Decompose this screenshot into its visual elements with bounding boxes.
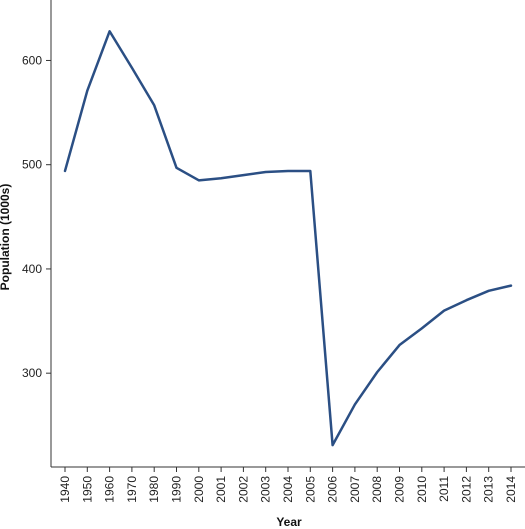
x-tick-label: 2004 [281,476,295,503]
y-tick-label: 400 [22,262,42,276]
x-tick-label: 2010 [415,476,429,503]
x-tick-label: 2014 [504,476,518,503]
x-tick-label: 2012 [459,476,473,503]
x-tick-label: 2001 [214,476,228,503]
y-axis-title: Population (1000s) [0,184,12,291]
axes [50,0,525,468]
x-tick-label: 1940 [58,476,72,503]
x-tick-label: 1970 [125,476,139,503]
x-axis-title: Year [276,515,302,529]
x-tick-label: 1990 [170,476,184,503]
series-group [63,30,513,447]
x-ticks: 1940 1950 1960 1970 1980 1990 2000 2001 2002 2003… [58,467,518,503]
x-tick-label: 2013 [482,476,496,503]
x-tick-label: 1960 [103,476,117,503]
x-tick-label: 2011 [437,476,451,502]
x-tick-label: 2007 [348,476,362,503]
y-tick-label: 600 [22,53,42,67]
y-ticks: 300 400 500 600 [22,53,51,380]
x-tick-label: 1980 [147,476,161,503]
x-tick-label: 2000 [192,476,206,503]
series-line [63,30,513,447]
x-tick-label: 1950 [80,476,94,503]
y-tick-label: 500 [22,158,42,172]
x-tick-label: 2006 [326,476,340,503]
x-tick-label: 2005 [303,476,317,503]
x-tick-label: 2002 [236,476,250,503]
x-tick-label: 2003 [259,476,273,503]
y-tick-label: 300 [22,366,42,380]
x-tick-label: 2008 [370,476,384,503]
x-tick-label: 2009 [393,476,407,503]
